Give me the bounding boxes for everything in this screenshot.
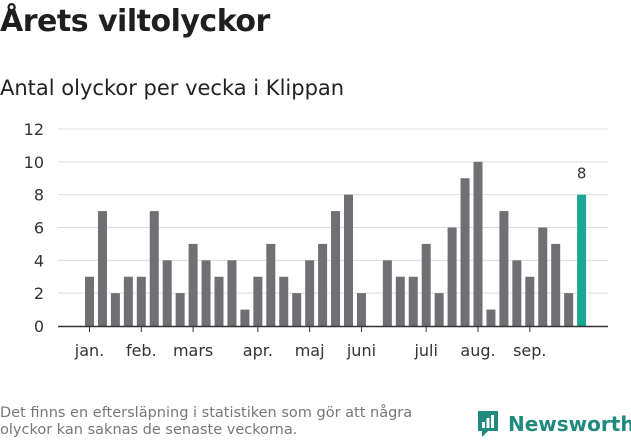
bar [136, 276, 146, 326]
bar [292, 293, 302, 326]
x-tick-label: maj [295, 341, 325, 360]
bar [408, 276, 418, 326]
bar [382, 260, 392, 326]
bar [538, 227, 548, 326]
x-tick-label: sep. [513, 341, 546, 360]
bar [188, 243, 198, 326]
bar [486, 309, 496, 326]
chart-subtitle: Antal olyckor per vecka i Klippan [0, 76, 345, 100]
footnote: Det finns en eftersläpning i statistiken… [0, 405, 413, 438]
y-tick-label: 8 [34, 186, 44, 205]
bar [551, 243, 561, 326]
bar [318, 243, 328, 326]
x-tick-label: jan. [74, 341, 104, 360]
bar [162, 260, 172, 326]
bar [227, 260, 237, 326]
bar [279, 276, 289, 326]
bar [110, 293, 120, 326]
bar-chart: 0 2 4 6 8 10 12 8 jan. feb. mars apr. maj juni juli aug… [24, 120, 608, 360]
x-tick-label: apr. [243, 341, 273, 360]
x-tick-label: mars [173, 341, 213, 360]
x-tick-label: feb. [126, 341, 157, 360]
highlight-value-label: 8 [577, 165, 587, 183]
bar [240, 309, 250, 326]
bar [266, 243, 276, 326]
newsworthy-icon [478, 411, 498, 437]
bar [214, 276, 224, 326]
bar [434, 293, 444, 326]
x-tick-label: aug. [460, 341, 495, 360]
bar [123, 276, 133, 326]
y-tick-label: 4 [34, 251, 44, 270]
y-tick-label: 6 [34, 219, 44, 238]
y-tick-label: 0 [34, 317, 44, 336]
bar [447, 227, 457, 326]
bar [85, 276, 94, 326]
bar [395, 276, 405, 326]
brand-name: Newsworthy [508, 412, 631, 436]
bar [344, 194, 353, 326]
bar [149, 211, 159, 326]
bar-highlight [577, 194, 587, 326]
y-tick-label: 10 [24, 153, 44, 172]
brand-logo: Newsworthy [476, 408, 631, 440]
bar [356, 293, 366, 326]
bar [175, 293, 185, 326]
bar [512, 260, 522, 326]
bar [473, 161, 483, 326]
x-tick-label: juli [413, 341, 437, 360]
chart-title: Årets viltolyckor [0, 4, 270, 39]
bar [525, 276, 535, 326]
bar [201, 260, 211, 326]
x-tick-label: juni [346, 341, 376, 360]
bar [97, 211, 107, 326]
y-tick-label: 2 [34, 284, 44, 303]
y-tick-label: 12 [24, 120, 44, 139]
bar [564, 293, 574, 326]
bar [460, 178, 470, 326]
bar [421, 243, 431, 326]
bar [305, 260, 315, 326]
bar [499, 211, 509, 326]
bar [331, 211, 341, 326]
bar [253, 276, 263, 326]
